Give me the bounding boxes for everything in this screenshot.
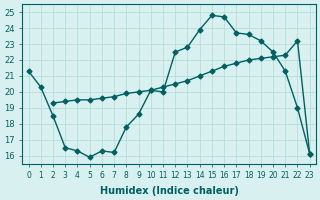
X-axis label: Humidex (Indice chaleur): Humidex (Indice chaleur) [100, 186, 239, 196]
